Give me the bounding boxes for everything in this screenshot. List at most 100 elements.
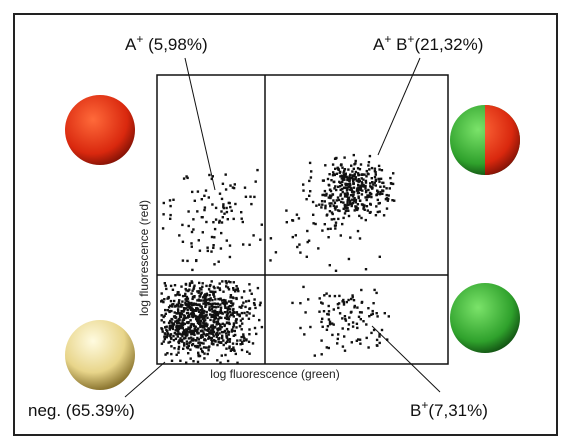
dot — [209, 285, 211, 287]
dot — [324, 164, 326, 166]
dot — [296, 246, 298, 248]
dot — [178, 294, 180, 296]
dot — [213, 321, 215, 323]
dot — [161, 314, 163, 316]
dot — [205, 299, 207, 301]
dot — [375, 205, 377, 207]
dot — [356, 189, 358, 191]
dot — [196, 307, 198, 309]
dot — [217, 286, 219, 288]
dot — [197, 361, 199, 363]
dot — [343, 170, 345, 172]
dot — [324, 190, 326, 192]
dot — [163, 298, 165, 300]
dot — [327, 178, 329, 180]
dot — [234, 203, 236, 205]
dot — [196, 345, 198, 347]
dot — [222, 183, 224, 185]
dot — [341, 300, 343, 302]
dot — [224, 324, 226, 326]
dot — [350, 165, 352, 167]
dot — [312, 201, 314, 203]
dot — [190, 337, 192, 339]
dot — [239, 315, 241, 317]
dot — [161, 292, 163, 294]
dot — [315, 205, 317, 207]
dot — [299, 327, 301, 329]
dot — [375, 173, 377, 175]
dot — [192, 360, 194, 362]
dot — [244, 187, 246, 189]
dot — [190, 242, 192, 244]
dot — [222, 339, 224, 341]
dot — [382, 190, 384, 192]
dot — [330, 179, 332, 181]
dot — [308, 195, 310, 197]
dot — [337, 218, 339, 220]
dot — [224, 330, 226, 332]
dot — [213, 296, 215, 298]
dot — [235, 353, 237, 355]
dot — [357, 230, 359, 232]
dot — [346, 177, 348, 179]
dot — [246, 311, 248, 313]
dot — [243, 290, 245, 292]
dot — [213, 263, 215, 265]
dot — [337, 186, 339, 188]
dot — [318, 204, 320, 206]
dot — [169, 218, 171, 220]
dot — [183, 342, 185, 344]
dot — [292, 219, 294, 221]
dot — [228, 280, 230, 282]
dot — [226, 239, 228, 241]
dot — [384, 312, 386, 314]
dot — [178, 312, 180, 314]
dot — [321, 353, 323, 355]
dot — [359, 311, 361, 313]
dot — [196, 299, 198, 301]
dot — [228, 288, 230, 290]
dot — [169, 214, 171, 216]
dot — [345, 209, 347, 211]
dot — [161, 343, 163, 345]
dot — [220, 232, 222, 234]
dot — [205, 333, 207, 335]
dot — [310, 176, 312, 178]
dot — [342, 217, 344, 219]
dot — [227, 339, 229, 341]
dot — [376, 193, 378, 195]
dot — [183, 317, 185, 319]
dot — [329, 264, 331, 266]
dot — [348, 215, 350, 217]
dot — [376, 312, 378, 314]
dot — [203, 339, 205, 341]
dot — [205, 295, 207, 297]
dot — [323, 310, 325, 312]
dot — [187, 352, 189, 354]
dot — [347, 328, 349, 330]
dot — [328, 318, 330, 320]
dot — [348, 323, 350, 325]
dot — [208, 294, 210, 296]
dot — [197, 304, 199, 306]
dot — [180, 285, 182, 287]
dot — [304, 311, 306, 313]
dot — [374, 171, 376, 173]
dot — [182, 348, 184, 350]
dot — [241, 349, 243, 351]
dot — [347, 210, 349, 212]
dot — [165, 285, 167, 287]
dot — [200, 348, 202, 350]
dot — [186, 260, 188, 262]
dot — [233, 289, 235, 291]
dot — [178, 346, 180, 348]
dot — [177, 335, 179, 337]
dot — [228, 300, 230, 302]
superscript: + — [407, 32, 414, 46]
dot — [327, 236, 329, 238]
dot — [185, 288, 187, 290]
dot — [379, 342, 381, 344]
dot — [352, 174, 354, 176]
dot — [336, 173, 338, 175]
dot — [340, 201, 342, 203]
